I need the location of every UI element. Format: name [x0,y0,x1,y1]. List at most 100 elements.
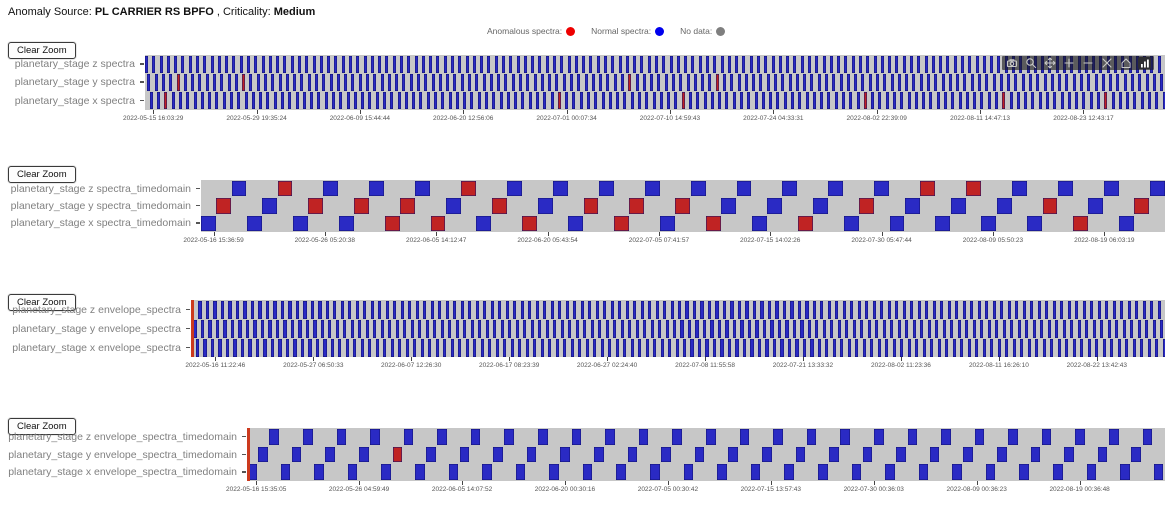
spectra-cell[interactable] [353,92,357,110]
spectra-cell[interactable] [425,319,429,338]
spectra-cell[interactable] [210,338,215,357]
spectra-cell[interactable] [778,55,782,73]
spectra-cell[interactable] [667,92,671,110]
spectra-cell[interactable] [458,338,462,357]
spectra-cell[interactable] [519,73,523,92]
spectra-cell[interactable] [363,55,367,73]
spectra-block[interactable] [952,464,962,481]
spectra-cell[interactable] [555,73,559,92]
spectra-cell[interactable] [1111,92,1115,110]
spectra-block[interactable] [935,215,951,231]
spectra-cell[interactable] [598,319,602,338]
spectra-cell[interactable] [735,338,739,357]
spectra-block[interactable] [426,446,436,463]
spectra-cell[interactable] [533,338,537,357]
spectra-cell[interactable] [332,92,336,110]
spectra-cell[interactable] [1017,319,1021,338]
spectra-cell[interactable] [333,300,337,319]
spectra-cell[interactable] [1117,338,1121,357]
spectra-cell[interactable] [1050,338,1054,357]
spectra-cell[interactable] [407,55,411,73]
spectra-cell[interactable] [630,338,634,357]
spectra-cell[interactable] [674,92,678,110]
spectra-block[interactable] [302,429,313,445]
spectra-cell[interactable] [499,92,503,110]
spectra-cell[interactable] [962,300,966,319]
spectra-block[interactable] [1119,215,1134,231]
spectra-cell[interactable] [1126,92,1130,110]
spectra-cell[interactable] [504,73,508,92]
spectra-cell[interactable] [300,73,304,92]
spectra-cell[interactable] [1010,319,1014,338]
spectra-cell[interactable] [583,319,587,338]
spectra-block[interactable] [1011,181,1027,197]
spectra-cell[interactable] [701,73,705,92]
spectra-cell[interactable] [760,300,764,319]
spectra-cell[interactable] [205,300,210,319]
spectra-block[interactable] [941,429,951,445]
spectra-cell[interactable] [281,92,285,110]
spectra-block[interactable] [683,464,694,481]
spectra-cell[interactable] [625,300,629,319]
spectra-block[interactable] [526,446,537,463]
spectra-cell[interactable] [585,338,589,357]
spectra-block[interactable] [817,464,828,481]
pan-icon[interactable] [1043,57,1056,69]
zoom-out-icon[interactable] [1081,57,1094,69]
spectra-cell[interactable] [771,55,775,73]
spectra-cell[interactable] [867,319,871,338]
spectra-cell[interactable] [812,92,816,110]
spectra-cell[interactable] [303,300,307,319]
spectra-cell[interactable] [672,73,676,92]
spectra-cell[interactable] [958,92,962,110]
spectra-cell[interactable] [840,338,844,357]
spectra-cell[interactable] [762,319,767,338]
spectra-cell[interactable] [268,319,272,338]
spectra-cell[interactable] [560,319,564,338]
spectra-cell[interactable] [987,319,991,338]
spectra-cell[interactable] [475,73,479,92]
spectra-cell[interactable] [568,319,572,338]
spectra-block[interactable] [1027,215,1043,231]
spectra-cell[interactable] [470,319,474,338]
spectra-cell[interactable] [213,73,217,92]
spectra-cell[interactable] [305,319,310,338]
spectra-cell[interactable] [1065,338,1069,357]
spectra-block[interactable] [650,464,660,481]
spectra-cell[interactable] [678,300,682,319]
spectra-cell[interactable] [764,55,768,73]
spectra-block[interactable] [415,181,431,197]
spectra-cell[interactable] [757,55,761,73]
spectra-block[interactable] [828,181,844,197]
spectra-cell[interactable] [238,319,242,338]
spectra-block[interactable] [583,198,599,214]
spectra-cell[interactable] [917,55,921,73]
spectra-cell[interactable] [1142,300,1146,319]
spectra-block[interactable] [568,215,584,231]
spectra-cell[interactable] [295,300,300,319]
spectra-block[interactable] [629,198,645,214]
spectra-block[interactable] [491,198,507,214]
spectra-cell[interactable] [1052,300,1056,319]
spectra-block[interactable] [672,429,682,445]
spectra-cell[interactable] [428,338,432,357]
spectra-cell[interactable] [435,338,439,357]
spectra-block[interactable] [996,198,1012,214]
spectra-block[interactable] [403,429,414,445]
spectra-cell[interactable] [596,55,600,73]
spectra-cell[interactable] [870,338,874,357]
clear-zoom-button[interactable]: Clear Zoom [8,42,76,60]
spectra-cell[interactable] [907,338,911,357]
spectra-cell[interactable] [260,319,265,338]
spectra-cell[interactable] [935,319,939,338]
spectra-cell[interactable] [588,300,592,319]
spectra-cell[interactable] [1043,73,1047,92]
spectra-cell[interactable] [582,55,586,73]
spectra-cell[interactable] [1021,73,1025,92]
spectra-block[interactable] [461,181,477,197]
spectra-cell[interactable] [536,92,540,110]
spectra-cell[interactable] [777,319,782,338]
spectra-cell[interactable] [513,300,517,319]
spectra-cell[interactable] [815,319,819,338]
heatmap-plot-envelope_spectra[interactable] [191,300,1165,357]
